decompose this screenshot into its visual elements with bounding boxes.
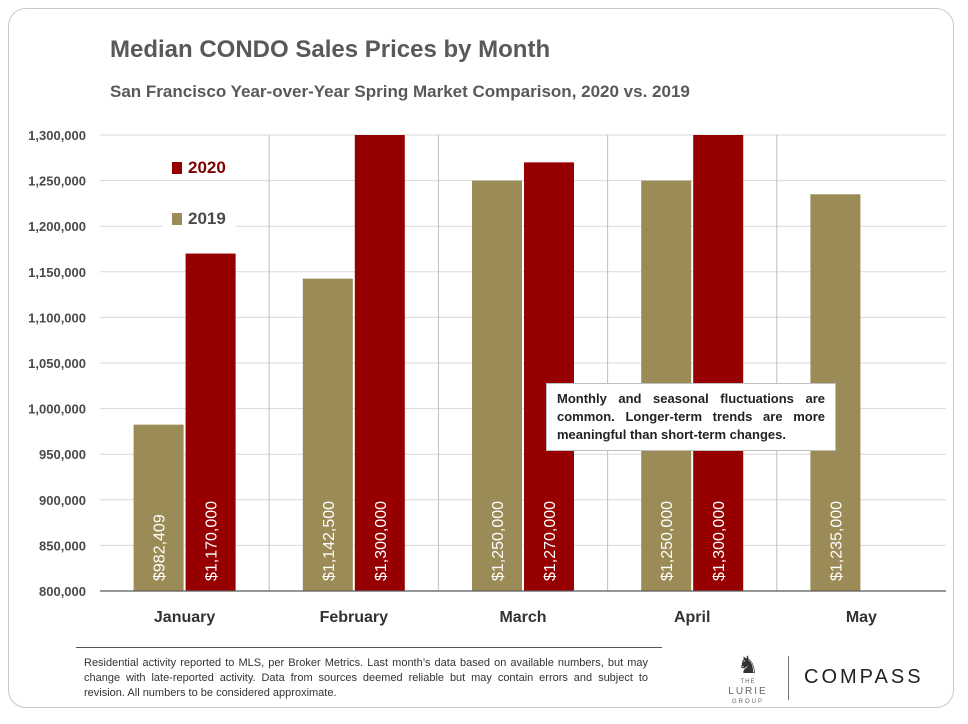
y-tick-label: 800,000 xyxy=(39,584,86,599)
x-tick-label: March xyxy=(499,609,546,626)
lurie-logo-group: GROUP xyxy=(731,699,764,705)
x-tick-label: February xyxy=(320,609,389,626)
bar-2019 xyxy=(133,424,184,591)
bar-2020 xyxy=(185,253,236,591)
y-tick-label: 1,250,000 xyxy=(28,174,86,189)
annotation-note: Monthly and seasonal fluctuations are co… xyxy=(546,383,836,451)
y-tick-label: 1,150,000 xyxy=(28,265,86,280)
legend-swatch-2019 xyxy=(172,213,182,225)
bar-2020 xyxy=(693,135,744,591)
data-label-2020: $1,300,000 xyxy=(373,501,390,581)
lurie-group-logo: ♞ THE LURIE GROUP xyxy=(718,654,778,706)
data-label-2019: $1,235,000 xyxy=(828,501,845,581)
legend-label-2020: 2020 xyxy=(188,158,226,177)
y-tick-label: 900,000 xyxy=(39,493,86,508)
x-tick-label: May xyxy=(846,609,877,626)
y-tick-label: 1,050,000 xyxy=(28,356,86,371)
legend-label-2019: 2019 xyxy=(188,209,226,228)
y-tick-label: 950,000 xyxy=(39,447,86,462)
knight-icon: ♞ xyxy=(737,652,759,679)
lurie-logo-the: THE xyxy=(740,679,756,685)
x-tick-label: January xyxy=(154,609,215,626)
data-label-2019: $1,250,000 xyxy=(659,501,676,581)
bar-2020 xyxy=(524,162,574,592)
data-label-2020: $1,170,000 xyxy=(204,501,221,581)
footnote: Residential activity reported to MLS, pe… xyxy=(84,657,648,699)
bar-2019 xyxy=(472,180,522,591)
y-tick-label: 1,300,000 xyxy=(28,128,86,143)
data-label-2020: $1,270,000 xyxy=(542,501,559,581)
data-label-2019: $1,142,500 xyxy=(321,501,338,581)
data-label-2019: $1,250,000 xyxy=(490,501,507,581)
y-tick-label: 1,100,000 xyxy=(28,310,86,325)
y-tick-label: 850,000 xyxy=(39,538,86,553)
logo-divider xyxy=(788,656,789,700)
y-tick-label: 1,000,000 xyxy=(28,402,86,417)
data-label-2019: $982,409 xyxy=(152,514,169,581)
x-tick-label: April xyxy=(674,609,710,626)
data-label-2020: $1,300,000 xyxy=(711,501,728,581)
y-tick-label: 1,200,000 xyxy=(28,219,86,234)
chart-subtitle: San Francisco Year-over-Year Spring Mark… xyxy=(110,82,690,101)
lurie-logo-name: LURIE xyxy=(728,686,768,697)
compass-logo: COMPASS xyxy=(804,666,924,688)
legend-item-2019: 2019 xyxy=(162,207,236,231)
legend-item-2020: 2020 xyxy=(162,156,236,180)
legend-swatch-2020 xyxy=(172,162,182,174)
bar-2019 xyxy=(302,278,353,591)
footnote-divider xyxy=(76,647,662,648)
chart-title: Median CONDO Sales Prices by Month xyxy=(110,36,551,63)
bar-2020 xyxy=(354,135,405,591)
